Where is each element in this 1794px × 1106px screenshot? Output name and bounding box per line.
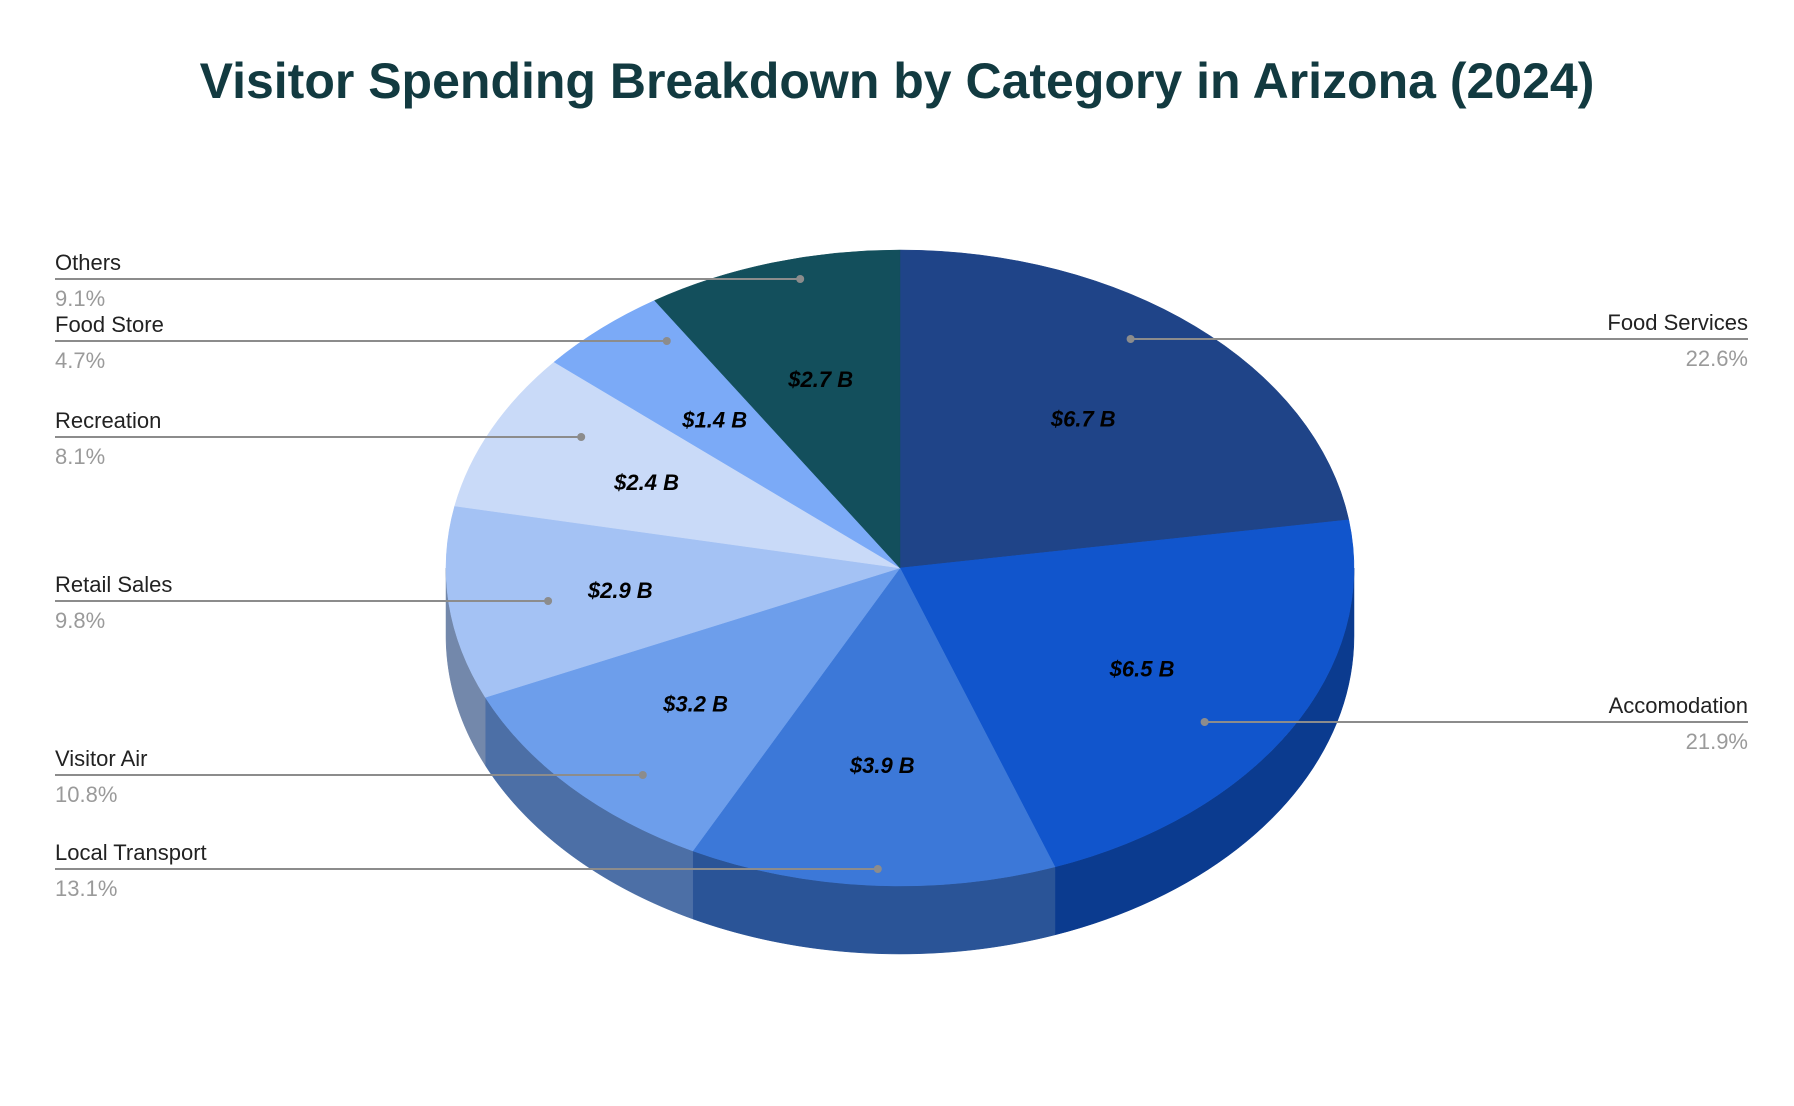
leader-lines <box>55 275 1748 873</box>
pie-slice-accomodation[interactable] <box>899 519 1355 868</box>
pie-slice-visitor-air[interactable] <box>484 567 901 852</box>
slice-value-label: $2.7 B <box>787 367 853 392</box>
legend-name: Local Transport <box>55 840 207 865</box>
legend-percent: 9.8% <box>55 608 105 633</box>
pie-slice-retail-sales[interactable] <box>445 505 901 698</box>
legend-percent: 8.1% <box>55 444 105 469</box>
legend-name: Retail Sales <box>55 572 172 597</box>
leader-dot <box>796 275 805 283</box>
legend-name: Food Services <box>1607 310 1748 335</box>
pie-slice-others[interactable] <box>654 249 901 569</box>
leader-dot <box>638 771 647 779</box>
slice-value-label: $6.5 B <box>1109 657 1175 682</box>
legend-name: Others <box>55 250 121 275</box>
pie-slices <box>445 249 1355 887</box>
slice-value-label: $6.7 B <box>1050 406 1116 431</box>
leader-dot <box>873 865 882 873</box>
slice-value-label: $3.2 B <box>662 692 728 717</box>
chart-title: Visitor Spending Breakdown by Category i… <box>199 53 1595 109</box>
pie-slice-local-transport[interactable] <box>692 567 1056 887</box>
slice-value-label: $2.9 B <box>587 578 653 603</box>
slice-value-label: $3.9 B <box>849 753 915 778</box>
legend-name: Accomodation <box>1609 693 1748 718</box>
slice-value-label: $2.4 B <box>613 470 679 495</box>
slice-value-label: $1.4 B <box>681 408 747 433</box>
legend-labels: Food Services 22.6% Accomodation 21.9% Local… <box>55 250 1748 901</box>
legend-name: Food Store <box>55 312 164 337</box>
legend-percent: 9.1% <box>55 286 105 311</box>
leader-dot <box>544 597 553 605</box>
slice-value-labels: $6.7 B $6.5 B $3.9 B $3.2 B $2.9 B $2.4 B $1.4… <box>587 367 1175 778</box>
leader-dot <box>577 433 586 441</box>
legend-name: Recreation <box>55 408 161 433</box>
legend-name: Visitor Air <box>55 746 148 771</box>
leader-dot <box>1126 335 1135 343</box>
pie-slice-recreation[interactable] <box>454 361 901 569</box>
leader-dot <box>662 337 671 345</box>
legend-percent: 4.7% <box>55 348 105 373</box>
pie-slice-food-services[interactable] <box>899 249 1350 569</box>
legend-percent: 21.9% <box>1686 729 1748 754</box>
legend-percent: 22.6% <box>1686 346 1748 371</box>
legend-percent: 10.8% <box>55 782 117 807</box>
leader-dot <box>1200 718 1209 726</box>
legend-percent: 13.1% <box>55 876 117 901</box>
pie-3d-sides <box>445 567 1355 955</box>
